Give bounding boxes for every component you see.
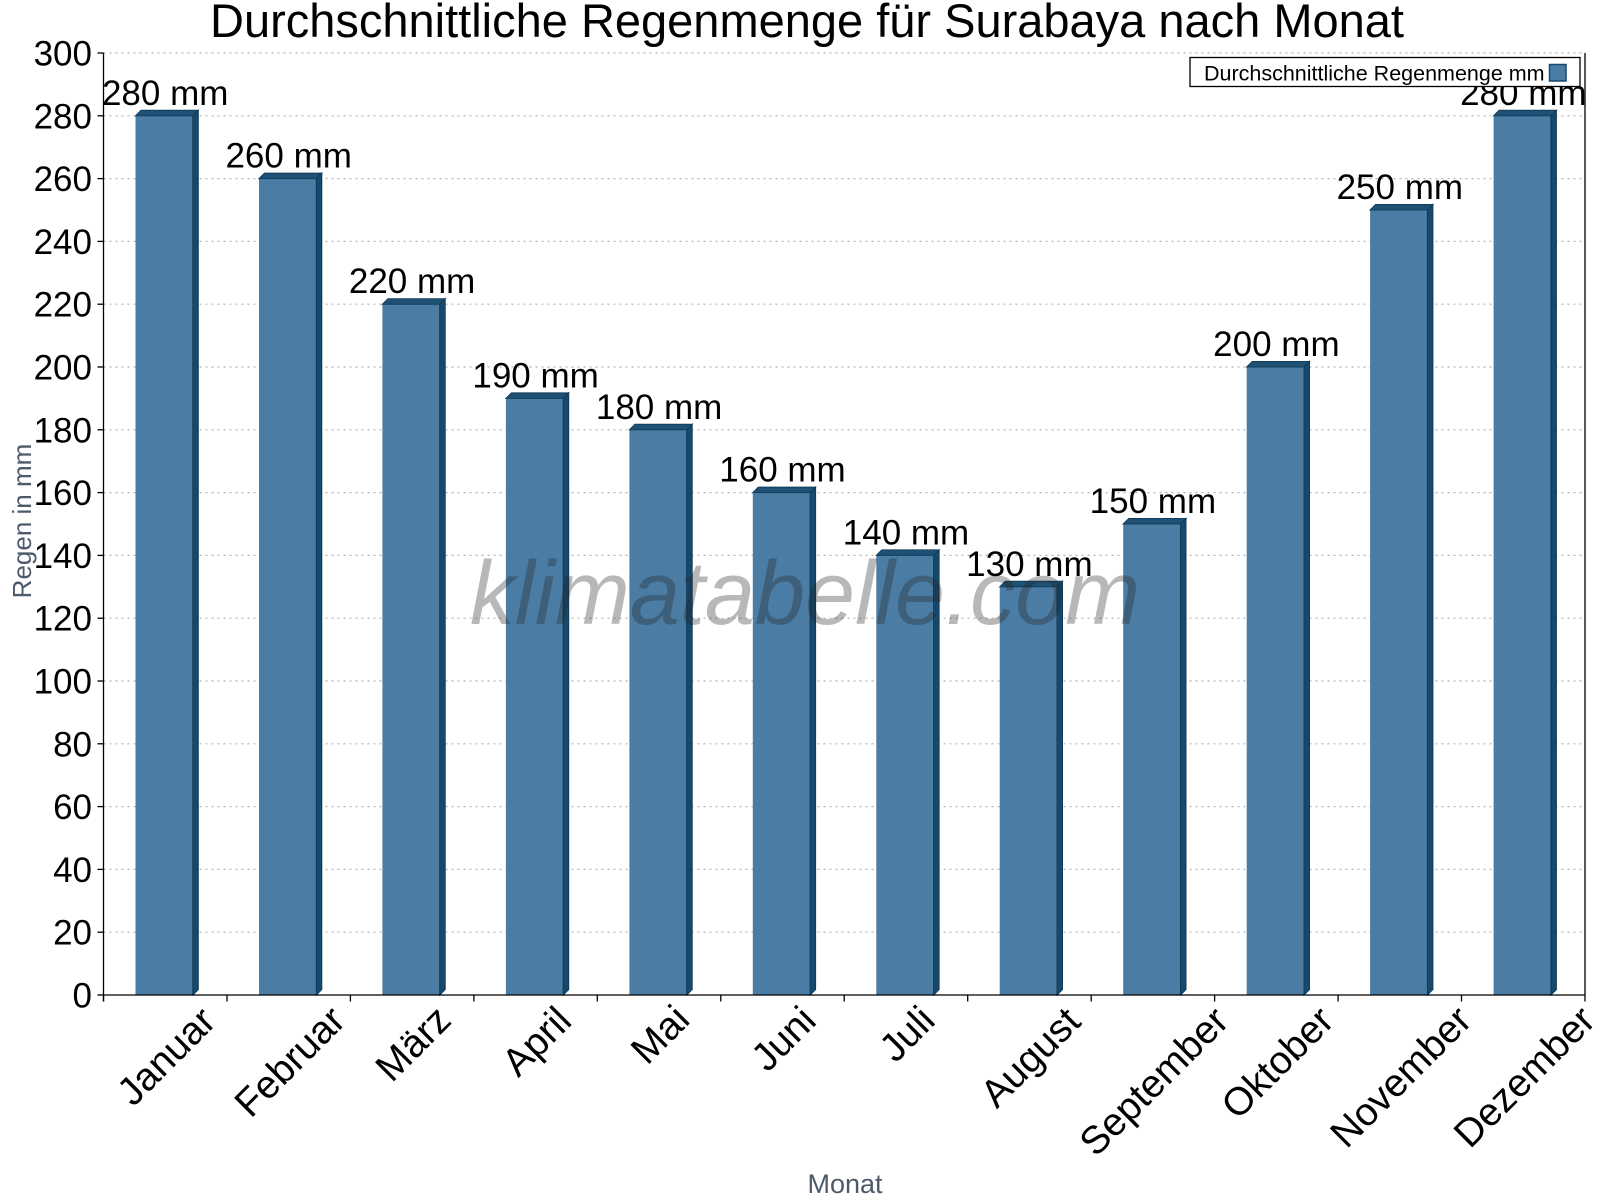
svg-text:220 mm: 220 mm bbox=[349, 262, 475, 301]
svg-text:klimatabelle.com: klimatabelle.com bbox=[470, 544, 1140, 644]
svg-text:20: 20 bbox=[53, 914, 92, 953]
svg-text:280: 280 bbox=[34, 97, 92, 136]
svg-text:180 mm: 180 mm bbox=[596, 388, 722, 427]
svg-text:40: 40 bbox=[53, 851, 92, 890]
svg-text:240: 240 bbox=[34, 223, 92, 262]
svg-text:250 mm: 250 mm bbox=[1337, 168, 1463, 207]
svg-text:160: 160 bbox=[34, 474, 92, 513]
svg-text:260: 260 bbox=[34, 160, 92, 199]
svg-text:150 mm: 150 mm bbox=[1090, 482, 1216, 521]
svg-text:220: 220 bbox=[34, 286, 92, 325]
svg-text:130 mm: 130 mm bbox=[966, 545, 1092, 584]
svg-text:120: 120 bbox=[34, 600, 92, 639]
svg-text:80: 80 bbox=[53, 725, 92, 764]
svg-text:60: 60 bbox=[53, 788, 92, 827]
svg-text:190 mm: 190 mm bbox=[472, 356, 598, 395]
svg-text:140 mm: 140 mm bbox=[843, 513, 969, 552]
svg-text:200 mm: 200 mm bbox=[1213, 325, 1339, 364]
svg-text:100: 100 bbox=[34, 663, 92, 702]
svg-text:180: 180 bbox=[34, 411, 92, 450]
svg-text:160 mm: 160 mm bbox=[719, 451, 845, 490]
svg-text:280 mm: 280 mm bbox=[102, 74, 228, 113]
svg-text:Durchschnittliche Regenmenge m: Durchschnittliche Regenmenge mm bbox=[1204, 62, 1545, 86]
svg-text:140: 140 bbox=[34, 537, 92, 576]
svg-text:Regen in mm: Regen in mm bbox=[7, 444, 37, 599]
svg-text:0: 0 bbox=[73, 977, 92, 1016]
svg-text:Durchschnittliche Regenmenge f: Durchschnittliche Regenmenge für Surabay… bbox=[210, 0, 1404, 47]
svg-text:200: 200 bbox=[34, 349, 92, 388]
svg-text:260 mm: 260 mm bbox=[225, 137, 351, 176]
svg-text:300: 300 bbox=[34, 35, 92, 74]
svg-text:Monat: Monat bbox=[807, 1169, 883, 1199]
